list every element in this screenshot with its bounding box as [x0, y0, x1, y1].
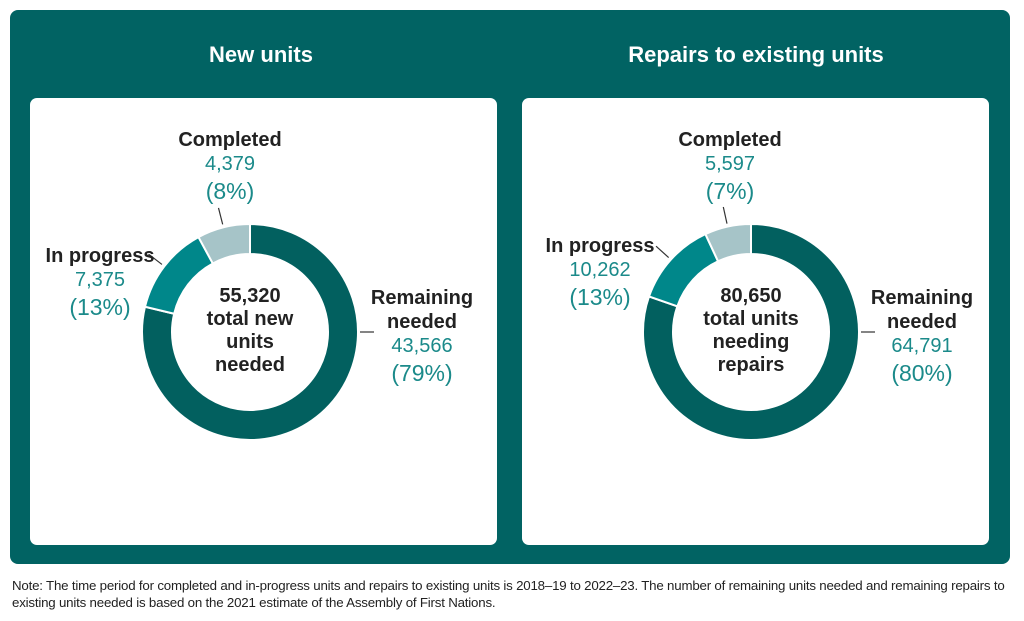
slice-percent: (7%): [705, 178, 755, 204]
donut-slice-completed: [704, 222, 752, 263]
center-label: total new units needed: [206, 308, 294, 376]
label-remaining: Remaining needed 43,566 (79%): [362, 286, 482, 388]
label-remaining: Remaining needed 64,791 (80%): [862, 286, 982, 388]
chart-title-new-units: New units: [209, 42, 313, 67]
donut-slice-remaining-needed: [642, 222, 860, 441]
donut-slice-remaining-needed: [141, 222, 359, 441]
slice-name: Remaining needed: [870, 287, 974, 333]
slice-percent: (80%): [891, 360, 953, 386]
label-in-progress: In progress 10,262 (13%): [530, 234, 670, 312]
slice-percent: (8%): [205, 178, 255, 204]
card-new-units: [30, 98, 497, 545]
slice-name: In progress: [545, 235, 655, 257]
label-in-progress: In progress 7,375 (13%): [30, 244, 170, 322]
leader-line: [217, 207, 224, 225]
slice-value: 7,375: [74, 269, 126, 291]
leader-line: [655, 245, 670, 259]
slice-value: 4,379: [204, 153, 256, 175]
center-value: 55,320: [219, 285, 281, 307]
leader-line: [722, 206, 728, 224]
slice-name: Completed: [678, 129, 782, 151]
card-repairs: [522, 98, 989, 545]
slice-value: 5,597: [704, 153, 756, 175]
footnote: Note: The time period for completed and …: [12, 578, 1005, 610]
center-value: 80,650: [720, 285, 782, 307]
label-completed: Completed 5,597 (7%): [660, 128, 800, 206]
slice-value: 64,791: [891, 335, 953, 357]
center-total: 80,650 total units needing repairs: [681, 285, 821, 377]
slice-name: Completed: [178, 129, 282, 151]
slice-name: Remaining needed: [370, 287, 474, 333]
center-label: total units needing repairs: [703, 308, 799, 376]
donut-slice-completed: [197, 222, 251, 265]
slice-value: 43,566: [391, 335, 453, 357]
slice-percent: (13%): [69, 294, 131, 320]
center-total: 55,320 total new units needed: [180, 285, 320, 377]
slice-name: In progress: [45, 245, 155, 267]
slice-percent: (13%): [569, 284, 631, 310]
slice-percent: (79%): [391, 360, 453, 386]
leader-line: [148, 253, 163, 265]
slice-value: 10,262: [569, 259, 631, 281]
label-completed: Completed 4,379 (8%): [160, 128, 300, 206]
chart-title-repairs: Repairs to existing units: [628, 42, 884, 67]
